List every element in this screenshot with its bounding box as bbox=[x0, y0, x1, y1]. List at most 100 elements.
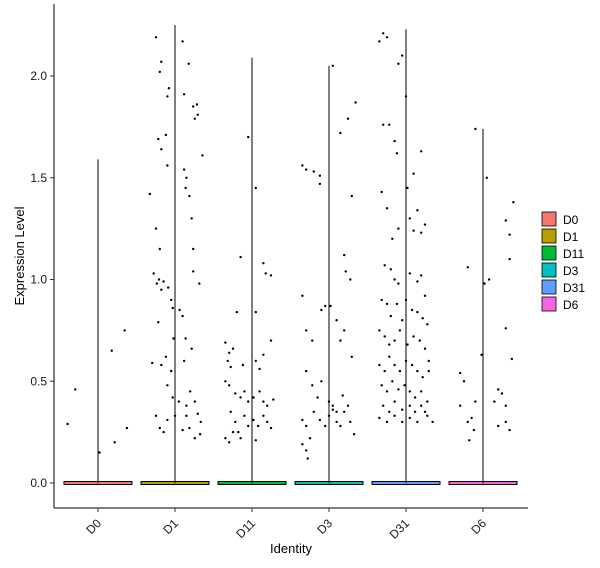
data-point bbox=[504, 327, 507, 330]
violin-group-d6 bbox=[448, 127, 518, 485]
legend-swatch bbox=[541, 262, 557, 278]
data-point bbox=[228, 441, 231, 444]
data-point bbox=[474, 400, 477, 403]
data-point bbox=[393, 400, 396, 403]
data-point bbox=[504, 404, 507, 407]
data-point bbox=[397, 388, 400, 391]
legend-label: D31 bbox=[563, 281, 585, 295]
data-point bbox=[388, 123, 391, 127]
data-point bbox=[154, 414, 158, 417]
data-point bbox=[254, 439, 257, 442]
data-point bbox=[252, 396, 255, 399]
data-point bbox=[416, 209, 419, 212]
data-point bbox=[198, 433, 202, 436]
data-point bbox=[413, 396, 417, 399]
data-point bbox=[305, 449, 308, 452]
y-tick-label: 0.0 bbox=[30, 476, 47, 490]
data-point bbox=[404, 298, 408, 302]
x-tick-label: D0 bbox=[83, 516, 104, 537]
data-point bbox=[239, 396, 242, 399]
legend-label: D1 bbox=[563, 230, 579, 244]
data-point bbox=[192, 247, 195, 251]
data-point bbox=[231, 347, 235, 350]
data-point bbox=[160, 148, 163, 151]
data-point bbox=[198, 282, 201, 285]
data-point bbox=[385, 420, 389, 424]
data-point bbox=[331, 404, 334, 407]
data-point bbox=[166, 384, 169, 387]
data-point bbox=[243, 390, 246, 393]
data-point bbox=[160, 60, 163, 63]
legend-item-d3: D3 bbox=[541, 262, 579, 278]
data-point bbox=[508, 428, 511, 432]
data-point bbox=[431, 420, 434, 424]
data-point bbox=[187, 62, 190, 65]
data-point bbox=[167, 87, 171, 90]
data-point bbox=[393, 363, 396, 367]
data-point bbox=[388, 355, 391, 358]
data-point bbox=[182, 168, 186, 171]
legend-swatch bbox=[541, 211, 557, 227]
legend-label: D11 bbox=[563, 247, 584, 261]
data-point bbox=[401, 54, 404, 57]
data-point bbox=[388, 343, 391, 346]
data-point bbox=[199, 420, 202, 424]
data-point bbox=[412, 335, 415, 338]
data-point bbox=[412, 229, 415, 232]
data-point bbox=[385, 207, 389, 210]
data-point bbox=[224, 341, 227, 344]
data-point bbox=[512, 201, 515, 204]
legend-swatch bbox=[541, 296, 557, 312]
data-point bbox=[243, 414, 246, 417]
data-point bbox=[269, 426, 273, 430]
data-point bbox=[378, 416, 381, 420]
data-point bbox=[341, 394, 344, 397]
data-point bbox=[416, 280, 419, 283]
data-point bbox=[157, 137, 160, 141]
data-point bbox=[408, 217, 411, 220]
data-point bbox=[262, 353, 265, 356]
data-point bbox=[459, 371, 462, 375]
data-point bbox=[269, 274, 273, 277]
data-point bbox=[247, 424, 250, 428]
data-point bbox=[167, 286, 170, 289]
x-tick-label: D3 bbox=[314, 516, 335, 537]
data-point bbox=[173, 414, 177, 417]
data-point bbox=[335, 319, 338, 322]
data-point bbox=[406, 343, 409, 346]
data-point bbox=[485, 176, 488, 179]
data-point bbox=[410, 308, 414, 312]
data-point bbox=[378, 363, 381, 367]
data-point bbox=[247, 400, 250, 403]
data-point bbox=[378, 40, 381, 43]
data-point bbox=[185, 404, 188, 407]
data-point bbox=[170, 298, 173, 302]
data-point bbox=[406, 186, 409, 190]
data-point bbox=[193, 437, 196, 440]
data-point bbox=[418, 339, 421, 342]
data-point bbox=[380, 384, 383, 387]
x-tick-label: D31 bbox=[387, 516, 413, 542]
data-point bbox=[305, 369, 308, 373]
data-point bbox=[66, 422, 69, 426]
data-point bbox=[416, 310, 419, 314]
data-point bbox=[182, 359, 186, 363]
data-point bbox=[162, 430, 165, 434]
data-point bbox=[423, 347, 427, 350]
data-point bbox=[459, 404, 462, 407]
data-point bbox=[318, 182, 322, 186]
data-point bbox=[504, 219, 507, 222]
data-point bbox=[380, 190, 383, 194]
data-point bbox=[193, 117, 196, 120]
legend-item-d0: D0 bbox=[541, 211, 579, 227]
data-point bbox=[262, 400, 265, 403]
data-point bbox=[241, 363, 245, 367]
data-point bbox=[312, 410, 315, 413]
data-point bbox=[404, 95, 408, 98]
data-point bbox=[474, 127, 477, 131]
data-point bbox=[318, 174, 322, 177]
data-point bbox=[301, 443, 304, 446]
data-point bbox=[350, 194, 353, 198]
data-point bbox=[154, 36, 158, 39]
data-point bbox=[383, 335, 386, 338]
